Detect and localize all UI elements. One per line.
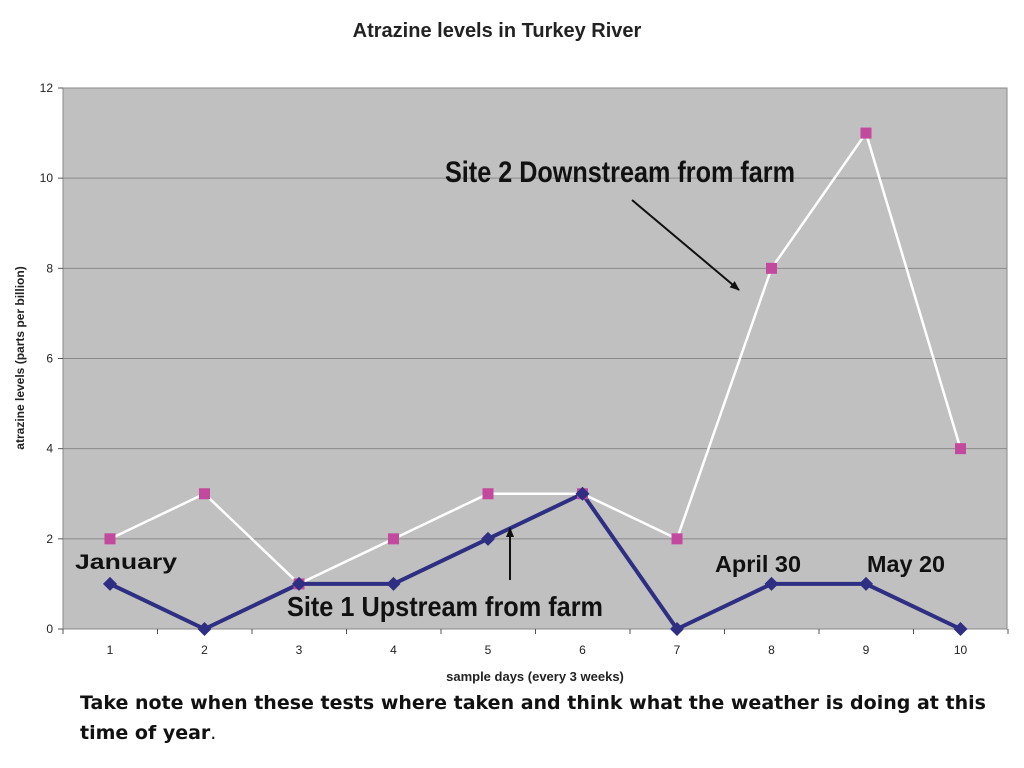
x-tick-label: 1 bbox=[107, 643, 114, 657]
data-point-site1 bbox=[481, 531, 495, 546]
annotation-january: January bbox=[75, 551, 177, 574]
y-axis-label: atrazine levels (parts per billion) bbox=[13, 266, 27, 449]
data-point-site1 bbox=[859, 576, 873, 591]
line-chart: Atrazine levels in Turkey River 0 2 4 6 8 10 1… bbox=[13, 20, 1009, 684]
annotation-april-30: April 30 bbox=[715, 551, 801, 577]
x-tick-label: 4 bbox=[390, 643, 397, 657]
data-point-site1 bbox=[386, 576, 401, 591]
data-point-site1 bbox=[764, 576, 779, 591]
data-point-site1 bbox=[575, 486, 590, 501]
caption-text: Take note when these tests where taken a… bbox=[80, 692, 986, 744]
data-point-site1 bbox=[292, 576, 306, 591]
data-point-site1 bbox=[670, 622, 684, 636]
annotation-site2-arrow bbox=[631, 199, 740, 291]
x-tick-label: 10 bbox=[954, 643, 968, 657]
x-tick-label: 9 bbox=[863, 643, 870, 657]
chart-title: Atrazine levels in Turkey River bbox=[353, 20, 642, 42]
caption-period: . bbox=[210, 722, 217, 744]
x-tick-label: 3 bbox=[296, 643, 303, 657]
y-tick-label: 0 bbox=[46, 622, 53, 636]
data-point-site2 bbox=[482, 488, 494, 500]
annotation-may-20: May 20 bbox=[867, 551, 945, 577]
x-tick-label: 5 bbox=[485, 643, 492, 657]
annotation-site2: Site 2 Downstream from farm bbox=[445, 156, 795, 189]
data-point-site1 bbox=[197, 622, 212, 636]
y-tick-label: 4 bbox=[46, 442, 53, 456]
y-tick-label: 2 bbox=[46, 532, 53, 546]
data-point-site2 bbox=[671, 533, 683, 545]
x-axis-label: sample days (every 3 weeks) bbox=[446, 669, 624, 684]
data-point-site2 bbox=[766, 262, 777, 274]
x-tick-label: 2 bbox=[201, 643, 208, 657]
data-point-site2 bbox=[104, 533, 116, 545]
data-point-site1 bbox=[953, 622, 968, 636]
series-line-1 bbox=[109, 491, 962, 631]
y-tick-label: 10 bbox=[40, 171, 54, 185]
data-point-site2 bbox=[955, 443, 966, 455]
x-tick-label: 6 bbox=[579, 643, 586, 657]
y-tick-label: 8 bbox=[46, 261, 53, 275]
y-tick-label: 6 bbox=[46, 352, 53, 366]
data-point-site2 bbox=[388, 533, 399, 545]
x-tick-label: 7 bbox=[674, 643, 681, 657]
series-line-2 bbox=[109, 131, 962, 586]
y-tick-label: 12 bbox=[40, 81, 54, 95]
annotation-site1: Site 1 Upstream from farm bbox=[287, 591, 603, 622]
caption: Take note when these tests where taken a… bbox=[80, 688, 1000, 748]
x-tick-label: 8 bbox=[768, 643, 775, 657]
data-point-site1 bbox=[103, 576, 117, 591]
data-point-site2 bbox=[860, 127, 872, 139]
data-point-site2 bbox=[199, 488, 210, 500]
